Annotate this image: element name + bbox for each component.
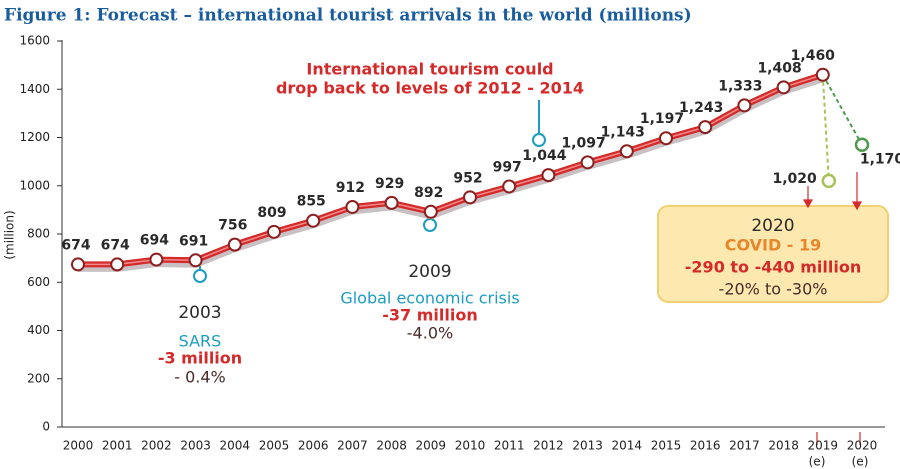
point	[580, 155, 595, 170]
annotation: -3 million	[158, 349, 242, 368]
x-tick-sublabel: (e)	[852, 455, 869, 469]
data-label: 1,143	[601, 124, 645, 140]
point	[110, 257, 125, 272]
point	[502, 179, 517, 194]
annotation: COVID - 19	[725, 236, 822, 255]
data-label: 892	[414, 185, 443, 201]
x-tick-label: 2018	[768, 439, 799, 453]
point	[188, 253, 203, 268]
point	[71, 257, 85, 272]
annotation: Global economic crisis	[340, 289, 519, 308]
data-label: 694	[140, 233, 169, 249]
data-label: 912	[336, 180, 365, 196]
point	[659, 131, 673, 146]
x-tick-label: 2014	[612, 439, 643, 453]
x-tick-label: 2005	[259, 439, 290, 453]
annotation: 2020	[751, 216, 794, 236]
x-tick-label: 2002	[141, 439, 172, 453]
y-tick-label: 1600	[19, 34, 50, 48]
data-label: 1,197	[640, 111, 684, 127]
data-label: 1,170	[860, 152, 900, 168]
data-label: 997	[493, 159, 522, 175]
x-tick-label: 2020	[847, 439, 878, 453]
covid-box	[657, 205, 889, 303]
y-tick-label: 400	[27, 323, 50, 337]
x-tick-label: 2016	[690, 439, 721, 453]
annotation: drop back to levels of 2012 - 2014	[276, 79, 584, 98]
x-tick-label: 2013	[572, 439, 603, 453]
data-label: 809	[257, 205, 286, 221]
annotation: 2009	[408, 262, 451, 282]
chart-title: Figure 1: Forecast – international touri…	[4, 6, 692, 26]
point	[776, 80, 791, 95]
data-label: 1,020	[773, 171, 818, 187]
forecast-line	[821, 74, 830, 181]
annotation: - 0.4%	[174, 368, 226, 387]
y-tick-label: 1400	[19, 82, 50, 96]
arrows	[802, 172, 863, 445]
point	[463, 190, 477, 205]
point	[267, 224, 281, 239]
x-tick-label: 2009	[416, 439, 447, 453]
data-label: 1,460	[791, 48, 836, 64]
forecast-point	[821, 173, 837, 189]
point	[149, 252, 164, 267]
x-tick-label: 2019	[808, 439, 839, 453]
x-tick-label: 2004	[220, 439, 251, 453]
x-tick-label: 2017	[729, 439, 760, 453]
x-tick-label: 2010	[455, 439, 486, 453]
data-label: 691	[179, 233, 208, 249]
annotation: -20% to -30%	[719, 280, 828, 299]
data-label: 855	[297, 194, 326, 210]
annotation: -290 to -440 million	[685, 258, 861, 277]
annotation: -37 million	[382, 306, 477, 325]
y-tick-label: 200	[27, 371, 50, 385]
x-tick-label: 2012	[533, 439, 564, 453]
data-label: 1,333	[718, 78, 762, 94]
data-label: 674	[101, 237, 130, 253]
forecast-point	[854, 137, 870, 152]
x-tick-label: 2001	[102, 439, 133, 453]
y-tick-label: 0	[42, 420, 50, 434]
point	[227, 237, 242, 252]
forecast-line	[821, 74, 863, 146]
y-tick-label: 1000	[19, 178, 50, 192]
x-tick-label: 2008	[376, 439, 407, 453]
data-label: 1,243	[679, 100, 723, 116]
data-label: 929	[375, 176, 404, 192]
annotation: International tourism could	[306, 60, 553, 79]
y-tick-label: 600	[27, 275, 50, 289]
data-label: 1,097	[561, 135, 605, 151]
event-markers	[193, 100, 546, 283]
point	[541, 168, 556, 183]
x-tick-label: 2007	[337, 439, 368, 453]
point	[815, 67, 830, 82]
point	[384, 195, 399, 210]
x-tick-label: 2006	[298, 439, 329, 453]
data-label: 756	[218, 218, 247, 234]
point	[698, 120, 713, 135]
point	[619, 144, 634, 159]
annotation: -4.0%	[407, 324, 453, 343]
y-axis-label: (million)	[3, 210, 17, 259]
data-label: 1,408	[757, 60, 801, 76]
point	[423, 204, 438, 219]
data-label: 1,044	[522, 148, 567, 164]
point	[306, 213, 321, 228]
x-tick-label: 2015	[651, 439, 682, 453]
annotation: 2003	[178, 303, 221, 323]
data-label: 674	[61, 237, 90, 253]
point	[345, 199, 360, 214]
annotation: SARS	[179, 332, 222, 351]
x-tick-label: 2011	[494, 439, 525, 453]
x-tick-sublabel: (e)	[809, 455, 826, 469]
y-tick-label: 1200	[19, 130, 50, 144]
data-label: 952	[453, 170, 482, 186]
x-tick-label: 2000	[63, 439, 94, 453]
x-tick-label: 2003	[180, 439, 211, 453]
point	[737, 98, 752, 113]
y-tick-label: 800	[27, 227, 50, 241]
